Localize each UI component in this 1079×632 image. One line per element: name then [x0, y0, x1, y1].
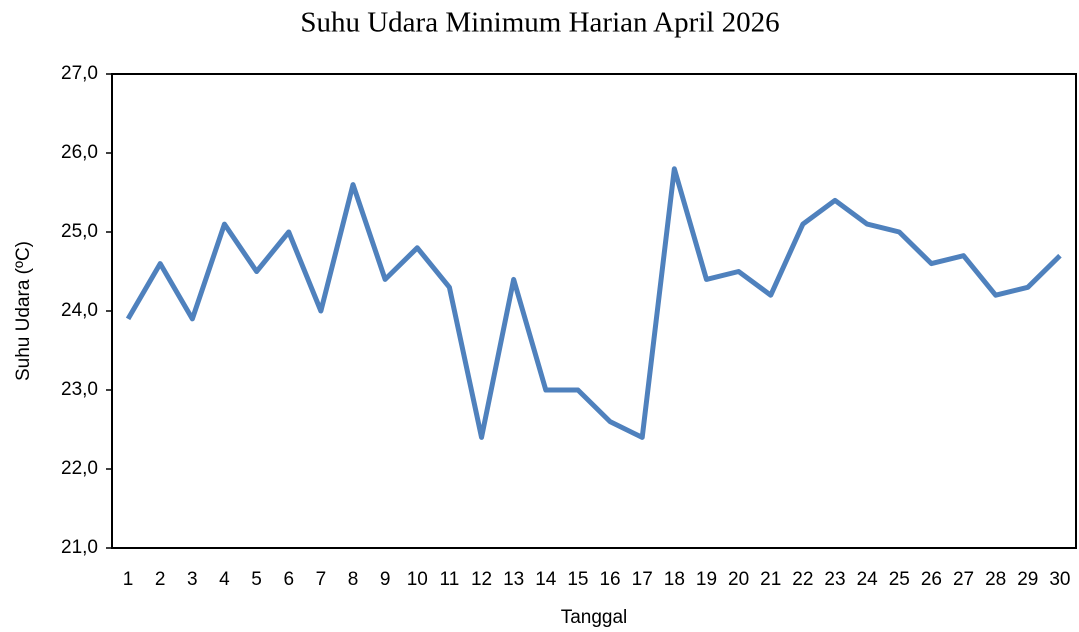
x-tick-label: 4 [219, 569, 230, 590]
x-tick-label: 6 [283, 569, 294, 590]
x-axis-title: Tanggal [561, 607, 628, 628]
x-tick-label: 20 [728, 569, 749, 590]
y-tick-label: 26,0 [61, 142, 98, 163]
x-tick-label: 26 [921, 569, 942, 590]
x-tick-label: 3 [187, 569, 198, 590]
x-tick-label: 24 [857, 569, 879, 590]
x-tick-label: 13 [503, 569, 524, 590]
x-tick-label: 11 [440, 569, 460, 590]
x-tick-label: 1 [123, 569, 134, 590]
y-axis-title: Suhu Udara (ºC) [13, 241, 34, 381]
x-tick-label: 29 [1017, 569, 1038, 590]
x-tick-label: 18 [664, 569, 685, 590]
y-tick-label: 23,0 [61, 379, 98, 400]
y-tick-label: 21,0 [61, 537, 98, 558]
x-tick-label: 30 [1049, 569, 1070, 590]
x-tick-label: 9 [380, 569, 391, 590]
x-tick-label: 22 [792, 569, 813, 590]
x-tick-label: 28 [985, 569, 1006, 590]
x-tick-label: 19 [696, 569, 717, 590]
chart-title: Suhu Udara Minimum Harian April 2026 [300, 7, 779, 39]
y-tick-label: 27,0 [61, 63, 98, 84]
x-tick-label: 14 [535, 569, 557, 590]
x-tick-label: 5 [251, 569, 262, 590]
plot-frame [111, 73, 1077, 549]
x-tick-label: 17 [632, 569, 653, 590]
y-tick-label: 22,0 [61, 458, 98, 479]
x-tick-label: 10 [407, 569, 428, 590]
x-tick-label: 27 [953, 569, 974, 590]
x-tick-label: 25 [889, 569, 910, 590]
x-tick-label: 15 [567, 569, 588, 590]
x-tick-label: 7 [316, 569, 327, 590]
data-line [125, 166, 1062, 440]
x-tick-label: 23 [824, 569, 845, 590]
x-tick-label: 8 [348, 569, 359, 590]
x-tick-label: 2 [155, 569, 166, 590]
y-tick-label: 24,0 [61, 300, 98, 321]
x-tick-label: 21 [760, 569, 781, 590]
x-tick-label: 16 [599, 569, 620, 590]
y-tick-label: 25,0 [61, 221, 98, 242]
x-tick-label: 12 [471, 569, 492, 590]
